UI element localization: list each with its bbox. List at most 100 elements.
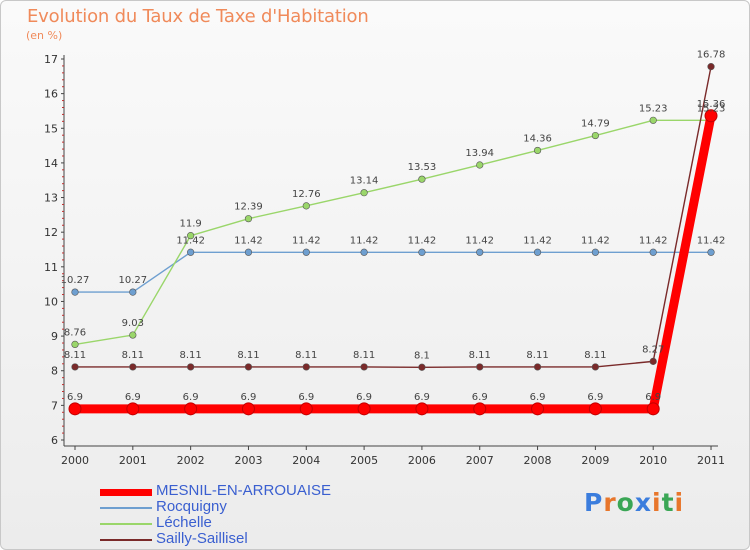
y-tick-label: 17 [44,53,58,66]
data-point [68,402,82,416]
data-point [588,402,602,416]
data-label: 8.11 [584,350,606,361]
chart-title: Evolution du Taux de Taxe d'Habitation [27,6,369,27]
x-tick-label: 2011 [697,454,725,467]
y-tick-label: 10 [44,295,58,308]
x-tick-label: 2008 [524,454,552,467]
legend-label: Sailly-Saillisel [156,530,248,547]
x-tick-label: 2007 [466,454,494,467]
data-point [415,402,429,416]
data-label: 8.27 [642,344,664,355]
y-tick-label: 11 [44,261,58,274]
data-point [360,189,368,197]
data-point [302,202,310,210]
data-point [591,131,599,140]
data-point [71,340,79,349]
data-label: 6.9 [298,392,314,403]
data-label: 8.11 [526,350,548,361]
data-point [360,363,368,371]
data-point [244,248,253,256]
data-point [244,215,253,223]
data-label: 11.42 [523,235,552,246]
data-point [476,248,484,256]
legend-swatch [100,523,152,525]
data-label: 6.9 [183,392,199,403]
data-label: 14.36 [523,133,552,144]
data-point [126,402,140,416]
data-point [704,109,718,123]
data-label: 11.42 [465,235,494,246]
data-label: 6.9 [587,392,603,403]
data-label: 10.27 [61,275,90,286]
data-point [649,357,657,365]
data-label: 6.9 [67,392,83,403]
data-label: 8.76 [64,327,86,338]
data-label: 11.42 [176,235,205,246]
data-point [531,402,545,416]
data-point [473,402,487,416]
y-tick-label: 15 [44,122,58,135]
y-tick-label: 12 [44,226,58,239]
data-label: 10.27 [118,275,147,286]
x-tick-label: 2005 [350,454,378,467]
data-point [187,248,195,256]
data-point [357,402,371,416]
data-point [184,402,198,416]
data-point [476,161,484,169]
data-point [707,248,715,256]
data-label: 16.78 [697,50,726,61]
data-point [302,363,310,371]
legend-label: Léchelle [156,514,212,531]
y-tick-label: 14 [44,157,58,170]
data-point [129,331,137,339]
x-tick-label: 2002 [177,454,205,467]
data-point [591,363,599,371]
data-label: 8.11 [122,350,144,361]
data-label: 8.11 [353,350,375,361]
y-tick-label: 7 [51,399,58,412]
data-point [646,402,660,416]
data-label: 6.9 [125,392,141,403]
y-tick-label: 9 [51,330,58,343]
legend-label: Rocquigny [156,498,227,515]
data-point [241,402,255,416]
data-label: 11.42 [697,235,726,246]
x-tick-label: 2010 [639,454,667,467]
data-label: 13.94 [465,148,494,159]
data-label: 15.23 [639,103,668,114]
data-point [649,116,657,124]
data-point [360,248,368,256]
data-label: 8.11 [64,350,86,361]
data-point [533,146,542,155]
data-point [71,288,79,296]
legend-swatch [100,539,152,541]
data-label: 11.42 [581,235,610,246]
data-point [302,248,310,256]
legend-swatch [100,488,152,496]
data-label: 13.14 [350,176,379,187]
data-label: 8.11 [469,350,491,361]
data-point [533,248,542,256]
data-point [707,63,715,71]
data-point [299,402,313,416]
data-label: 13.53 [408,162,437,173]
legend-swatch [100,507,152,509]
data-label: 6.9 [645,392,661,403]
y-tick-label: 8 [51,365,58,378]
data-point [418,175,426,183]
data-point [71,363,79,371]
x-tick-label: 2003 [234,454,262,467]
legend-label: MESNIL-EN-ARROUAISE [156,482,332,499]
series-line-2 [74,119,712,346]
x-tick-label: 2004 [292,454,320,467]
data-label: 11.42 [639,235,668,246]
x-tick-label: 2000 [61,454,89,467]
data-label: 8.1 [414,350,430,361]
data-point [418,363,426,371]
x-tick-label: 2009 [581,454,609,467]
data-point [533,363,542,371]
data-point [187,232,195,240]
data-point [476,363,484,371]
